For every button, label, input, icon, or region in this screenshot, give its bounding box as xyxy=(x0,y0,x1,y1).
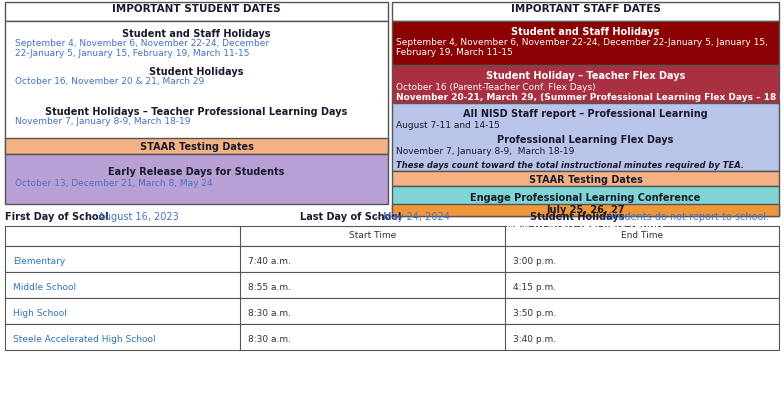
Text: Student and Staff Holidays: Student and Staff Holidays xyxy=(122,29,270,39)
Bar xyxy=(392,66,779,104)
Bar xyxy=(5,3,388,22)
Bar xyxy=(5,272,779,298)
Bar xyxy=(5,227,779,246)
Text: October 16 (Parent-Teacher Conf. Flex Days): October 16 (Parent-Teacher Conf. Flex Da… xyxy=(396,83,596,92)
Text: – May 24, 2024: – May 24, 2024 xyxy=(372,211,450,221)
Bar xyxy=(392,204,779,216)
Text: – August 16, 2023: – August 16, 2023 xyxy=(87,211,179,221)
Bar xyxy=(392,3,779,22)
Text: Student Holidays – Teacher Professional Learning Days: Student Holidays – Teacher Professional … xyxy=(45,107,347,117)
Text: November 20-21, March 29, (Summer Professional Learning Flex Days – 18 hours): November 20-21, March 29, (Summer Profes… xyxy=(396,93,784,102)
Text: New to NISD Teachers report: New to NISD Teachers report xyxy=(506,221,665,231)
Text: 8:30 a.m.: 8:30 a.m. xyxy=(248,334,291,343)
Text: 3:40 p.m.: 3:40 p.m. xyxy=(513,334,556,343)
Text: Start Time: Start Time xyxy=(349,230,396,239)
Bar xyxy=(392,187,779,216)
Text: End Time: End Time xyxy=(621,230,663,239)
Text: Elementary: Elementary xyxy=(13,256,65,265)
Text: Student and Staff Holidays: Student and Staff Holidays xyxy=(511,27,660,37)
Text: All NISD Staff report – Professional Learning: All NISD Staff report – Professional Lea… xyxy=(463,109,708,119)
Text: 8:55 a.m.: 8:55 a.m. xyxy=(248,282,291,291)
Text: October 13, December 21, March 8, May 24: October 13, December 21, March 8, May 24 xyxy=(15,179,212,188)
Text: Professional Learning Flex Days: Professional Learning Flex Days xyxy=(497,135,673,145)
Text: July 25, 26, 27: July 25, 26, 27 xyxy=(546,204,625,214)
Text: 7:40 a.m.: 7:40 a.m. xyxy=(248,256,291,265)
Bar xyxy=(5,155,388,204)
Text: November 7, January 8-9,  March 18-19: November 7, January 8-9, March 18-19 xyxy=(396,147,575,155)
Text: 3:00 p.m.: 3:00 p.m. xyxy=(513,256,557,265)
Text: STAAR Testing Dates: STAAR Testing Dates xyxy=(140,142,253,152)
Text: 3:50 p.m.: 3:50 p.m. xyxy=(513,308,557,317)
Text: August 7-11 and 14-15: August 7-11 and 14-15 xyxy=(396,121,500,130)
Bar xyxy=(5,139,388,155)
Text: – Students do not report to school.: – Students do not report to school. xyxy=(597,211,769,221)
Bar xyxy=(5,324,779,350)
Text: Student Holidays: Student Holidays xyxy=(530,211,625,221)
Bar xyxy=(392,22,779,66)
Text: Engage Professional Learning Conference: Engage Professional Learning Conference xyxy=(470,193,701,202)
Text: 4:15 p.m.: 4:15 p.m. xyxy=(513,282,556,291)
Text: Middle School: Middle School xyxy=(13,282,76,291)
Text: September 4, November 6, November 22-24, December
22-January 5, January 15, Febr: September 4, November 6, November 22-24,… xyxy=(15,39,269,58)
Text: These days count toward the total instructional minutes required by TEA.: These days count toward the total instru… xyxy=(396,161,744,170)
Bar xyxy=(5,246,779,272)
Text: Last Day of School: Last Day of School xyxy=(300,211,401,221)
Text: Student Holidays: Student Holidays xyxy=(149,67,244,77)
Text: 8:30 a.m.: 8:30 a.m. xyxy=(248,308,291,317)
Bar xyxy=(5,22,388,155)
Text: IMPORTANT STAFF DATES: IMPORTANT STAFF DATES xyxy=(510,4,660,14)
Text: Student Holiday – Teacher Flex Days: Student Holiday – Teacher Flex Days xyxy=(486,71,685,81)
Text: First Day of School: First Day of School xyxy=(5,211,109,221)
Text: Early Release Days for Students: Early Release Days for Students xyxy=(108,166,285,177)
Text: November 7, January 8-9, March 18-19: November 7, January 8-9, March 18-19 xyxy=(15,117,191,126)
Text: High School: High School xyxy=(13,308,67,317)
Bar xyxy=(392,172,779,187)
Bar xyxy=(392,104,779,172)
Text: Steele Accelerated High School: Steele Accelerated High School xyxy=(13,334,156,343)
Bar xyxy=(5,298,779,324)
Text: October 16, November 20 & 21, March 29: October 16, November 20 & 21, March 29 xyxy=(15,77,205,86)
Text: IMPORTANT STUDENT DATES: IMPORTANT STUDENT DATES xyxy=(112,4,281,14)
Text: September 4, November 6, November 22-24, December 22-January 5, January 15,
Febr: September 4, November 6, November 22-24,… xyxy=(396,38,768,57)
Text: STAAR Testing Dates: STAAR Testing Dates xyxy=(528,175,642,184)
Text: August 1, 2, 3: August 1, 2, 3 xyxy=(547,234,624,243)
